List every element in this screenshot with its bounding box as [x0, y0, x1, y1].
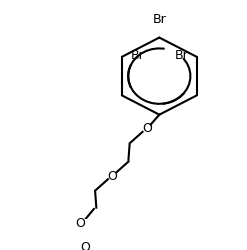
- Text: O: O: [107, 169, 117, 182]
- Text: O: O: [75, 216, 85, 229]
- Text: Br: Br: [174, 49, 188, 62]
- Text: O: O: [80, 240, 90, 250]
- Text: O: O: [142, 122, 152, 135]
- Text: Br: Br: [130, 49, 144, 62]
- Text: Br: Br: [152, 14, 166, 26]
